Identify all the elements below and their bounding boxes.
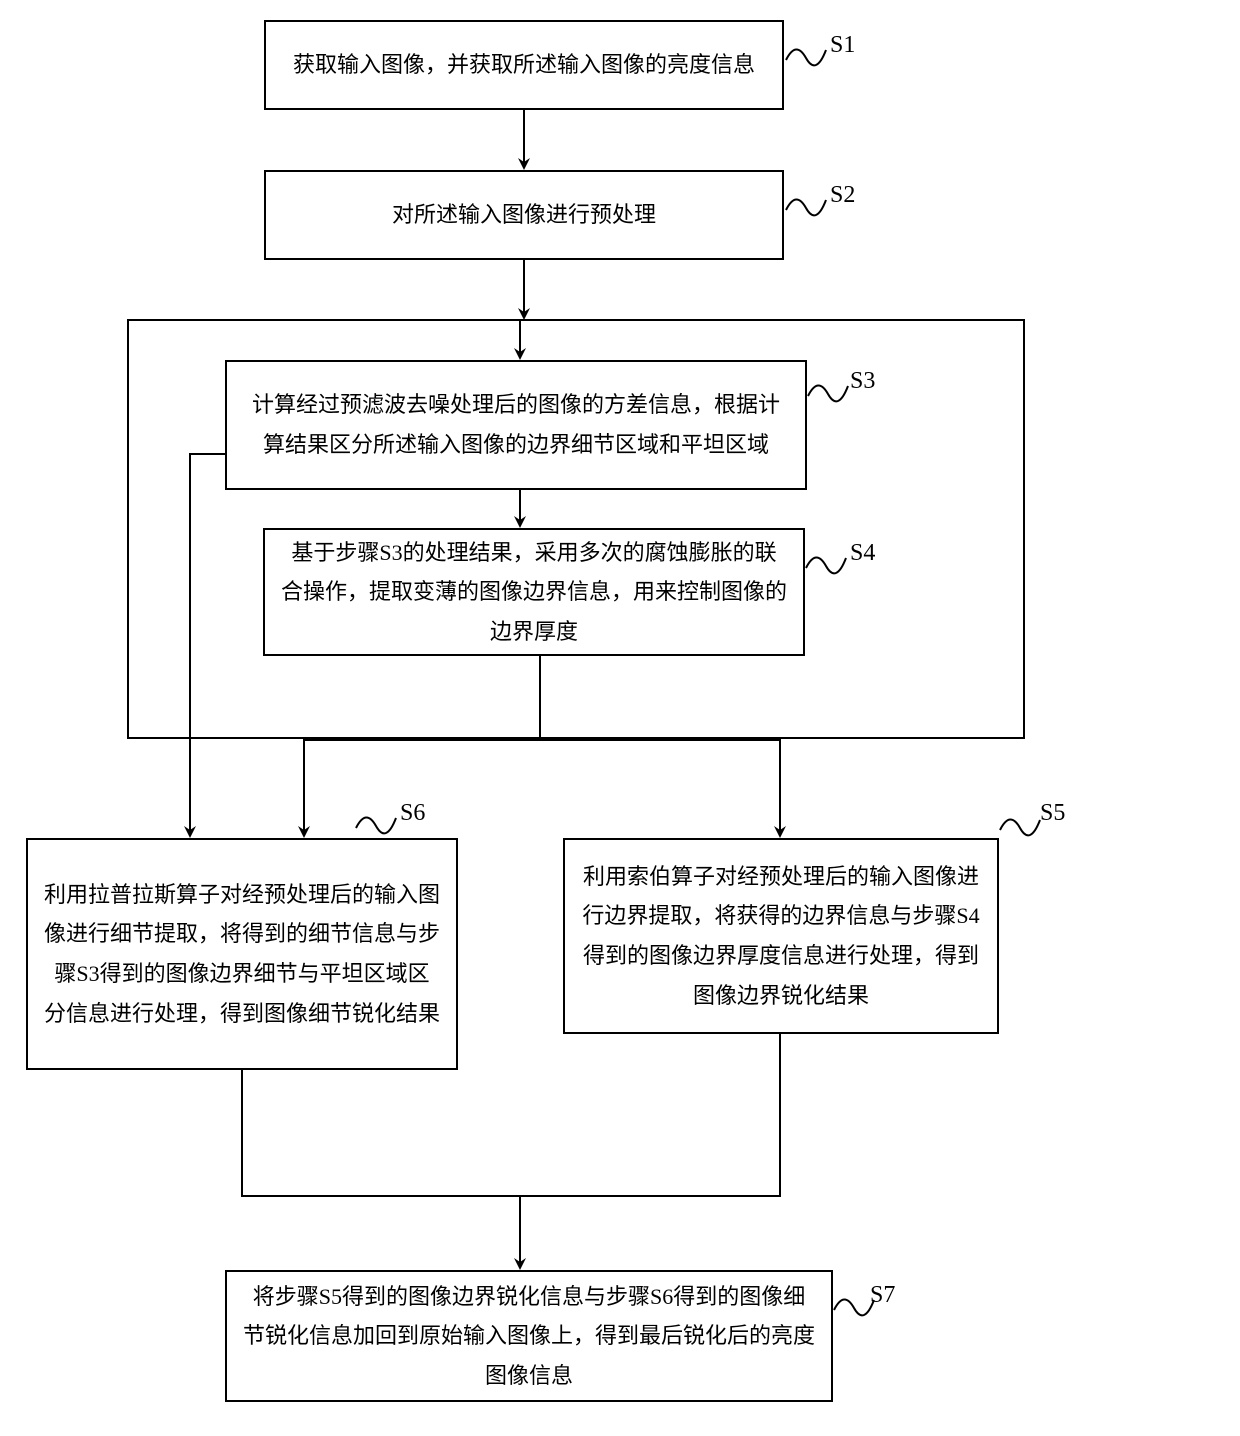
flowchart-canvas: 获取输入图像，并获取所述输入图像的亮度信息 S1 对所述输入图像进行预处理 S2… <box>0 0 1240 1436</box>
label-s4: S4 <box>850 540 875 567</box>
node-s5-text: 利用索伯算子对经预处理后的输入图像进行边界提取，将获得的边界信息与步骤S4得到的… <box>581 857 981 1015</box>
node-s2: 对所述输入图像进行预处理 <box>264 170 784 260</box>
node-s3-text: 计算经过预滤波去噪处理后的图像的方差信息，根据计算结果区分所述输入图像的边界细节… <box>243 385 789 464</box>
node-s6-text: 利用拉普拉斯算子对经预处理后的输入图像进行细节提取，将得到的细节信息与步骤S3得… <box>44 875 440 1033</box>
node-s4: 基于步骤S3的处理结果，采用多次的腐蚀膨胀的联合操作，提取变薄的图像边界信息，用… <box>263 528 805 656</box>
label-s1: S1 <box>830 32 855 59</box>
node-s7: 将步骤S5得到的图像边界锐化信息与步骤S6得到的图像细节锐化信息加回到原始输入图… <box>225 1270 833 1402</box>
node-s5: 利用索伯算子对经预处理后的输入图像进行边界提取，将获得的边界信息与步骤S4得到的… <box>563 838 999 1034</box>
node-s4-text: 基于步骤S3的处理结果，采用多次的腐蚀膨胀的联合操作，提取变薄的图像边界信息，用… <box>281 533 787 652</box>
label-s2: S2 <box>830 182 855 209</box>
label-s5: S5 <box>1040 800 1065 827</box>
node-s3: 计算经过预滤波去噪处理后的图像的方差信息，根据计算结果区分所述输入图像的边界细节… <box>225 360 807 490</box>
label-s3: S3 <box>850 368 875 395</box>
node-s2-text: 对所述输入图像进行预处理 <box>392 195 656 235</box>
label-s6: S6 <box>400 800 425 827</box>
node-s7-text: 将步骤S5得到的图像边界锐化信息与步骤S6得到的图像细节锐化信息加回到原始输入图… <box>243 1277 815 1396</box>
label-s7: S7 <box>870 1282 895 1309</box>
node-s1-text: 获取输入图像，并获取所述输入图像的亮度信息 <box>293 45 755 85</box>
node-s6: 利用拉普拉斯算子对经预处理后的输入图像进行细节提取，将得到的细节信息与步骤S3得… <box>26 838 458 1070</box>
node-s1: 获取输入图像，并获取所述输入图像的亮度信息 <box>264 20 784 110</box>
